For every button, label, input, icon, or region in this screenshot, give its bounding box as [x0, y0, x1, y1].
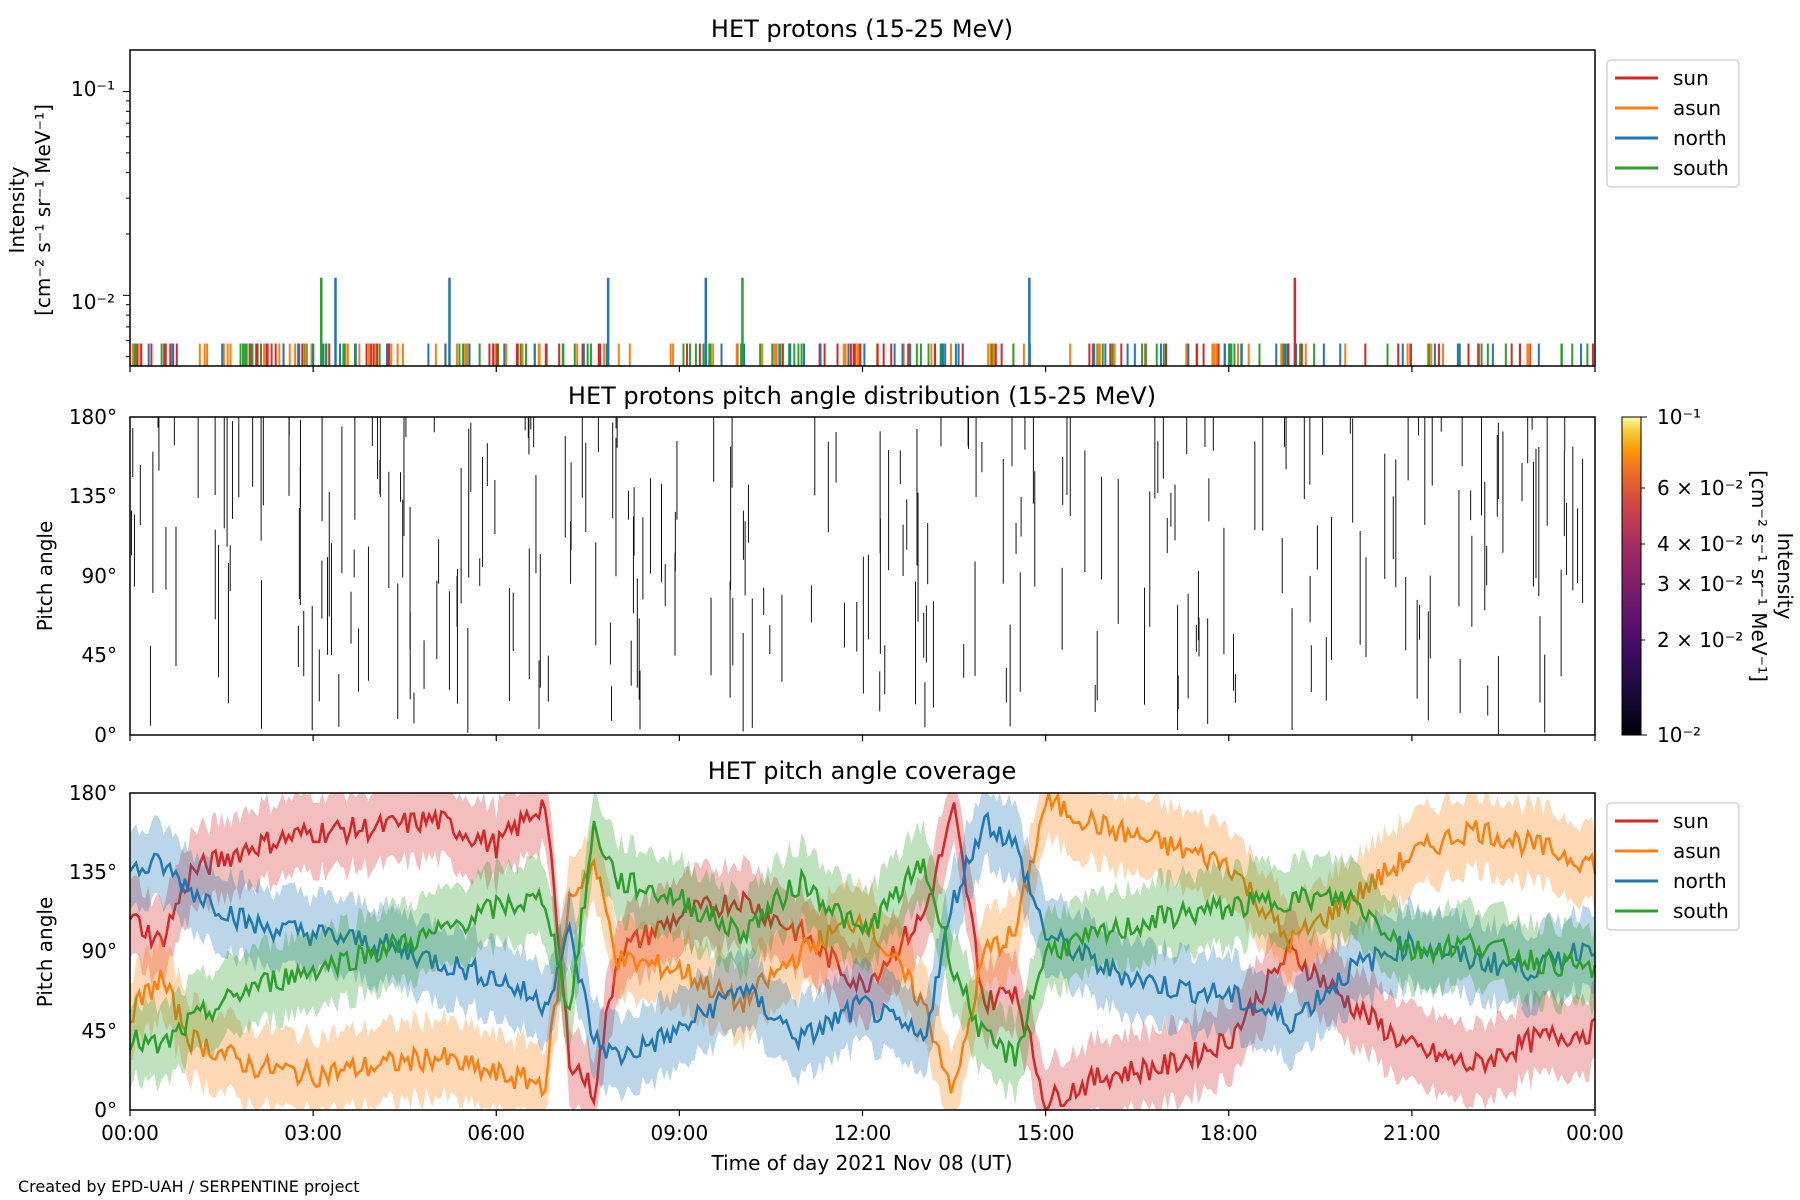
- panel3-line-north: [128, 811, 1596, 1067]
- panel1-ytick-1: 10⁻²: [71, 290, 115, 314]
- panel3-title: HET pitch angle coverage: [708, 757, 1016, 785]
- panel1-legend-north: north: [1673, 126, 1727, 150]
- panel1-legend-sun: sun: [1673, 66, 1709, 90]
- panel3-legend-south: south: [1673, 899, 1729, 923]
- cbar-tick-4e-2: 4 × 10⁻²: [1657, 532, 1743, 556]
- panel2-ytick-45: 45°: [82, 643, 117, 667]
- panel3-legend: sun asun north south: [1606, 802, 1740, 931]
- panel2-ylabel: Pitch angle: [33, 521, 57, 632]
- x-axis: 00:00 03:00 06:00 09:00 12:00 15:00 18:00 21:00…: [101, 366, 1624, 1145]
- panel1-plot-area: [123, 91, 1594, 366]
- panel3-ytick-45: 45°: [82, 1019, 117, 1043]
- panel2-title: HET protons pitch angle distribution (15…: [568, 382, 1156, 410]
- panel1-legend-asun: asun: [1673, 96, 1721, 120]
- colorbar-unit: [cm⁻² s⁻¹ sr⁻¹ MeV⁻¹]: [1747, 470, 1771, 682]
- panel3-ytick-90: 90°: [82, 939, 117, 963]
- x-tick-label-2: 06:00: [467, 1121, 525, 1145]
- panel3-ytick-135: 135°: [69, 860, 117, 884]
- panel3-plot-area: [128, 791, 1597, 1112]
- panel3-legend-asun: asun: [1673, 839, 1721, 863]
- panel2-ytick-90: 90°: [82, 564, 117, 588]
- panel3-legend-north: north: [1673, 869, 1727, 893]
- panel2-ytick-180: 180°: [69, 405, 117, 429]
- x-tick-label-8: 00:00: [1566, 1121, 1624, 1145]
- x-tick-label-6: 18:00: [1200, 1121, 1258, 1145]
- cbar-tick-1e-1: 10⁻¹: [1657, 405, 1701, 429]
- colorbar-ticks: 10⁻¹ 6 × 10⁻² 4 × 10⁻² 3 × 10⁻² 2 × 10⁻²…: [1641, 405, 1743, 747]
- x-tick-label-5: 15:00: [1017, 1121, 1075, 1145]
- colorbar: [1621, 416, 1642, 736]
- panel1-ylabel: Intensity: [5, 166, 29, 253]
- panel1-legend: sun asun north south: [1606, 59, 1740, 188]
- panel3-line-asun: [129, 791, 1597, 1098]
- panel2-ytick-0: 0°: [94, 723, 117, 747]
- panel2-ytick-135: 135°: [69, 484, 117, 508]
- panel1-title: HET protons (15-25 MeV): [711, 15, 1013, 43]
- panel2-frame: [129, 416, 1596, 736]
- panel1-ytick-0: 10⁻¹: [71, 77, 115, 101]
- panel3-ytick-180: 180°: [69, 781, 117, 805]
- panel1-legend-box: [1606, 59, 1740, 188]
- panel3-line-sun: [128, 799, 1596, 1112]
- panel3-legend-sun: sun: [1673, 809, 1709, 833]
- credit-text: Created by EPD-UAH / SERPENTINE project: [18, 1177, 360, 1196]
- panel3-ylabel: Pitch angle: [33, 897, 57, 1008]
- x-tick-label-0: 00:00: [101, 1121, 159, 1145]
- panel3-band-sun: [130, 793, 1595, 1110]
- panel1-yunit: [cm⁻² s⁻¹ sr⁻¹ MeV⁻¹]: [31, 104, 55, 316]
- panel1-legend-south: south: [1673, 156, 1729, 180]
- cbar-tick-3e-2: 3 × 10⁻²: [1657, 572, 1743, 596]
- panel3-ytick-0: 0°: [94, 1098, 117, 1122]
- panel1-frame: [129, 49, 1596, 367]
- x-tick-label-4: 12:00: [834, 1121, 892, 1145]
- panel3-line-south: [128, 820, 1597, 1067]
- panel2-plot-area: [130, 417, 1584, 735]
- colorbar-label: Intensity: [1773, 532, 1797, 619]
- panel3-band-south: [130, 793, 1595, 1106]
- x-tick-label-1: 03:00: [284, 1121, 342, 1145]
- cbar-tick-1e-2: 10⁻²: [1657, 723, 1701, 747]
- x-axis-label: Time of day 2021 Nov 08 (UT): [711, 1151, 1013, 1175]
- cbar-tick-6e-2: 6 × 10⁻²: [1657, 476, 1743, 500]
- panel3-legend-box: [1606, 802, 1740, 931]
- x-tick-label-3: 09:00: [651, 1121, 709, 1145]
- panel3-band-north: [130, 793, 1595, 1103]
- cbar-tick-2e-2: 2 × 10⁻²: [1657, 628, 1743, 652]
- x-tick-label-7: 21:00: [1383, 1121, 1441, 1145]
